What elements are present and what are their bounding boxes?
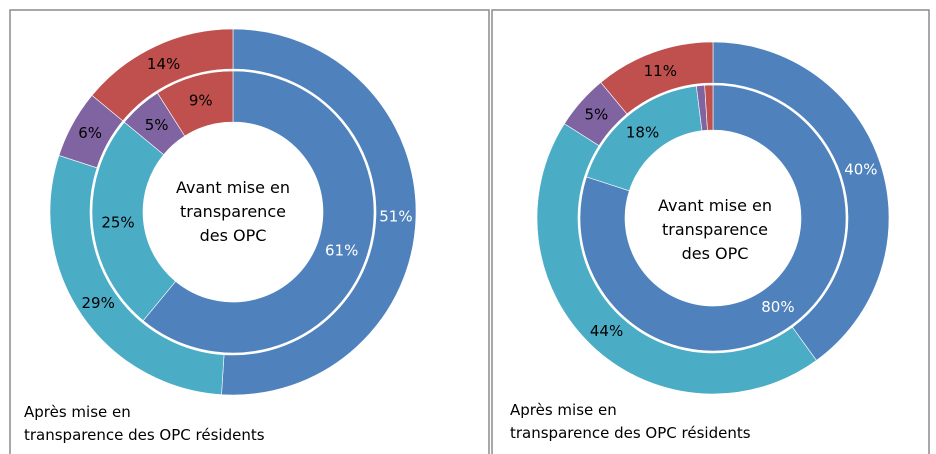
donut-segment bbox=[579, 84, 847, 352]
panel-border bbox=[9, 9, 490, 454]
data-label: 5% bbox=[584, 106, 608, 124]
donut-segment bbox=[91, 28, 234, 122]
data-label: 40% bbox=[844, 160, 877, 178]
data-label: 25% bbox=[101, 213, 134, 231]
center-text: Avant mise en transparence des OPC bbox=[175, 178, 291, 245]
data-label: 29% bbox=[82, 294, 115, 312]
data-label: 9% bbox=[189, 92, 213, 110]
data-label: 18% bbox=[626, 123, 659, 141]
donut-segment bbox=[91, 121, 177, 322]
data-label: 11% bbox=[644, 62, 677, 80]
caption: Après mise en transparence des OPC résid… bbox=[510, 401, 751, 442]
data-label: 80% bbox=[761, 298, 794, 316]
panel-border bbox=[491, 9, 930, 454]
donut-segment bbox=[221, 28, 417, 396]
donut-segment bbox=[712, 41, 890, 361]
donut-segment bbox=[704, 84, 714, 131]
data-label: 5% bbox=[145, 116, 169, 134]
caption: Après mise en transparence des OPC résid… bbox=[24, 403, 265, 444]
donut-segment bbox=[600, 41, 714, 115]
data-label: 6% bbox=[78, 124, 102, 142]
donut-segment bbox=[536, 123, 817, 395]
data-label: 61% bbox=[325, 242, 358, 260]
data-label: 14% bbox=[147, 55, 180, 73]
center-text: Avant mise en transparence des OPC bbox=[657, 196, 773, 263]
donut-segment bbox=[157, 70, 234, 137]
data-label: 51% bbox=[379, 208, 412, 226]
donut-segment bbox=[142, 70, 375, 354]
data-label: 44% bbox=[590, 322, 623, 340]
